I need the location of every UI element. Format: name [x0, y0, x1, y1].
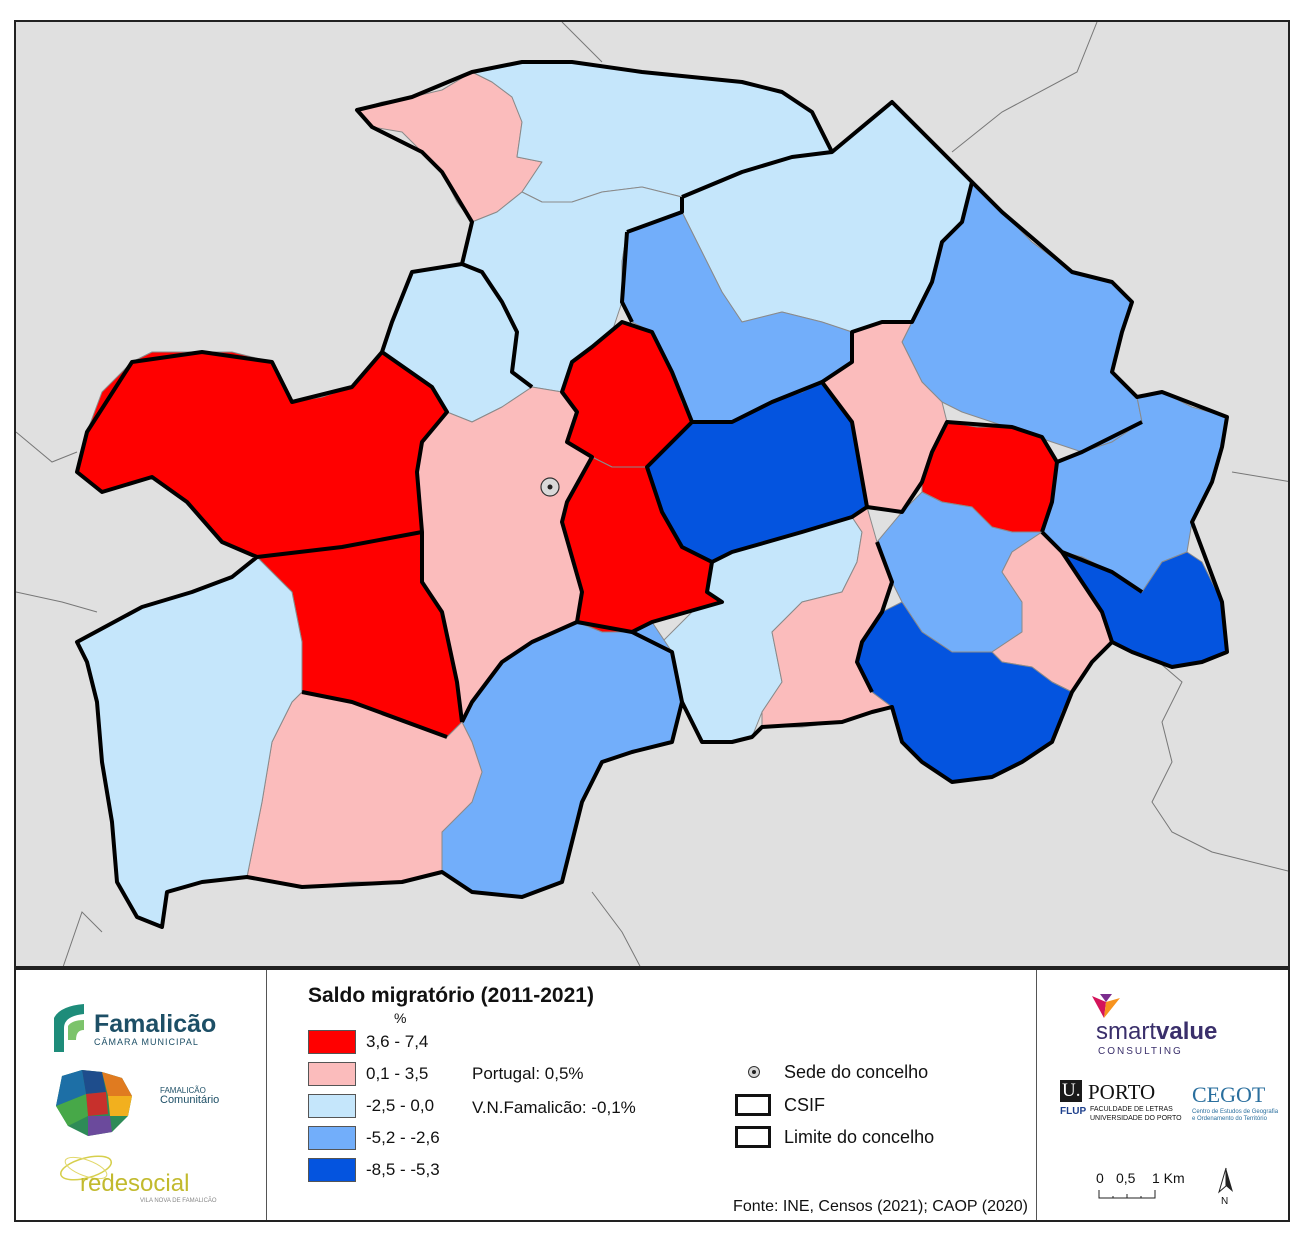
cegot-text-2: e Ordenamento do Território	[1192, 1116, 1267, 1122]
legend-label-class-3: -2,5 - 0,0	[366, 1096, 435, 1115]
choropleth-map	[16, 22, 1288, 966]
camara-municipal-label: CÂMARA MUNICIPAL	[94, 1037, 199, 1047]
redesocial-name: redesocial	[80, 1170, 190, 1197]
uporto-u: U.	[1060, 1080, 1083, 1102]
source-note: Fonte: INE, Censos (2021); CAOP (2020)	[733, 1198, 1028, 1215]
flup-label: FLUP	[1060, 1106, 1087, 1117]
legend-swatch-class-5	[308, 1158, 356, 1182]
parish-west-red	[76, 351, 448, 558]
redesocial-swirl-icon	[60, 1155, 112, 1181]
limite-concelho-symbol	[735, 1126, 771, 1148]
comunitario-map-icon	[56, 1070, 132, 1136]
legend-label-class-1: 3,6 - 7,4	[366, 1032, 429, 1051]
legend-divider-right	[1036, 970, 1037, 1220]
sede-do-concelho-label: Sede do concelho	[784, 1062, 929, 1082]
smartvalue-smart: smart	[1096, 1018, 1156, 1045]
legend-swatch-class-1	[308, 1030, 356, 1054]
legend-title: Saldo migratório (2011-2021)	[308, 984, 594, 1007]
limite-concelho-label: Limite do concelho	[784, 1127, 935, 1147]
csif-symbol	[735, 1094, 771, 1116]
flup-text-2: UNIVERSIDADE DO PORTO	[1090, 1115, 1182, 1122]
famalicao-logo-name: Famalicão	[94, 1010, 217, 1038]
north-arrow-icon	[1218, 1167, 1233, 1194]
smartvalue-consulting: CONSULTING	[1098, 1046, 1183, 1057]
sede-do-concelho-symbol	[748, 1066, 760, 1078]
legend-label-class-4: -5,2 - -2,6	[366, 1128, 440, 1147]
scale-tick-2: 1 Km	[1152, 1170, 1185, 1186]
legend-swatch-class-4	[308, 1126, 356, 1150]
smartvalue-mark-icon	[1092, 994, 1120, 1018]
cegot-text-1: Centro de Estudos de Geografia	[1192, 1109, 1279, 1115]
legend-panel: Famalicão CÂMARA MUNICIPAL FAMALICÃO Com…	[14, 968, 1290, 1222]
sede-do-concelho-marker	[540, 477, 560, 497]
cegot-name: CEGOT	[1192, 1082, 1266, 1107]
redesocial-sub: VILA NOVA DE FAMALICÃO	[140, 1198, 217, 1204]
legend-swatch-class-3	[308, 1094, 356, 1118]
legend-divider-left	[266, 970, 267, 1220]
comunitario-label: Comunitário	[160, 1094, 220, 1106]
comunitario-top-label: FAMALICÃO	[160, 1086, 206, 1095]
legend-label-class-2: 0,1 - 3,5	[366, 1064, 429, 1083]
portugal-stat: Portugal: 0,5%	[472, 1064, 584, 1083]
famalicao-logo-mark	[54, 1004, 84, 1052]
smartvalue-name: smartvalue	[1096, 1018, 1217, 1046]
csif-label: CSIF	[784, 1095, 826, 1115]
flup-text-1: FACULDADE DE LETRAS	[1090, 1106, 1173, 1113]
csif-boundaries	[75, 60, 1229, 929]
legend-unit: %	[394, 1010, 407, 1026]
neighbour-boundaries	[16, 22, 1288, 966]
scale-tick-1: 0,5	[1116, 1170, 1136, 1186]
famalicao-stat: V.N.Famalicão: -0,1%	[472, 1098, 636, 1117]
legend-swatch-class-2	[308, 1062, 356, 1086]
scale-tick-0: 0	[1096, 1170, 1104, 1186]
smartvalue-value: value	[1156, 1018, 1218, 1045]
scale-bar-line	[1098, 1190, 1156, 1199]
north-label: N	[1221, 1196, 1229, 1207]
uporto-name: PORTO	[1088, 1080, 1156, 1104]
legend-label-class-5: -8,5 - -5,3	[366, 1160, 440, 1179]
map-frame	[14, 20, 1290, 968]
